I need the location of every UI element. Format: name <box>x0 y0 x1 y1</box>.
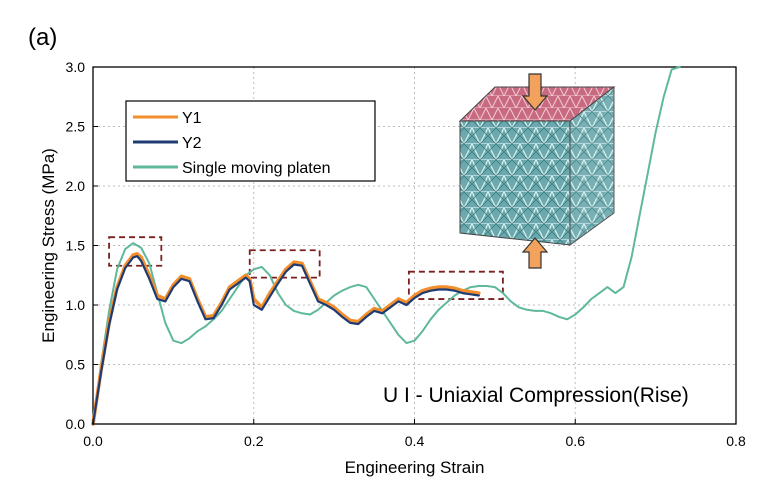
legend-label-y1: Y1 <box>182 110 202 127</box>
y-tick-label: 3.0 <box>66 59 86 75</box>
legend: Y1 Y2 Single moving platen <box>125 100 376 182</box>
y-axis-label: Engineering Stress (MPa) <box>39 148 58 343</box>
lattice-cube-illustration <box>458 73 616 269</box>
series-line-y1 <box>91 252 481 426</box>
x-axis-ticks: 0.0 0.2 0.4 0.6 0.8 <box>83 419 746 449</box>
x-axis-label: Engineering Strain <box>345 458 485 477</box>
annotation-title: U I - Uniaxial Compression(Rise) <box>383 384 689 407</box>
panel-label: (a) <box>28 24 57 51</box>
x-tick-label: 0.0 <box>83 433 103 449</box>
y-tick-label: 0.5 <box>66 357 86 373</box>
y-axis-ticks: 0.0 0.5 1.0 1.5 2.0 2.5 3.0 <box>66 59 98 432</box>
legend-label-single-platen: Single moving platen <box>182 160 331 177</box>
y-tick-label: 1.0 <box>66 297 86 313</box>
grid <box>93 67 736 424</box>
highlight-box-1 <box>108 236 163 267</box>
y-tick-label: 2.0 <box>66 178 86 194</box>
series-line-y2 <box>91 255 480 426</box>
y-tick-label: 1.5 <box>66 238 86 254</box>
x-tick-label: 0.6 <box>566 433 586 449</box>
cube-front-face <box>459 120 571 246</box>
legend-label-y2: Y2 <box>182 135 202 152</box>
x-tick-label: 0.2 <box>244 433 264 449</box>
cube-side-face <box>569 85 615 246</box>
x-tick-label: 0.4 <box>405 433 425 449</box>
up-arrow-icon <box>521 237 549 269</box>
x-tick-label: 0.8 <box>726 433 746 449</box>
highlight-box-2 <box>248 249 321 279</box>
y-tick-label: 0.0 <box>66 416 86 432</box>
series-line-single-moving-platen <box>92 66 681 425</box>
highlight-boxes <box>108 236 504 300</box>
down-arrow-icon <box>521 73 549 111</box>
y-tick-label: 2.5 <box>66 119 86 135</box>
series-lines <box>91 66 681 426</box>
